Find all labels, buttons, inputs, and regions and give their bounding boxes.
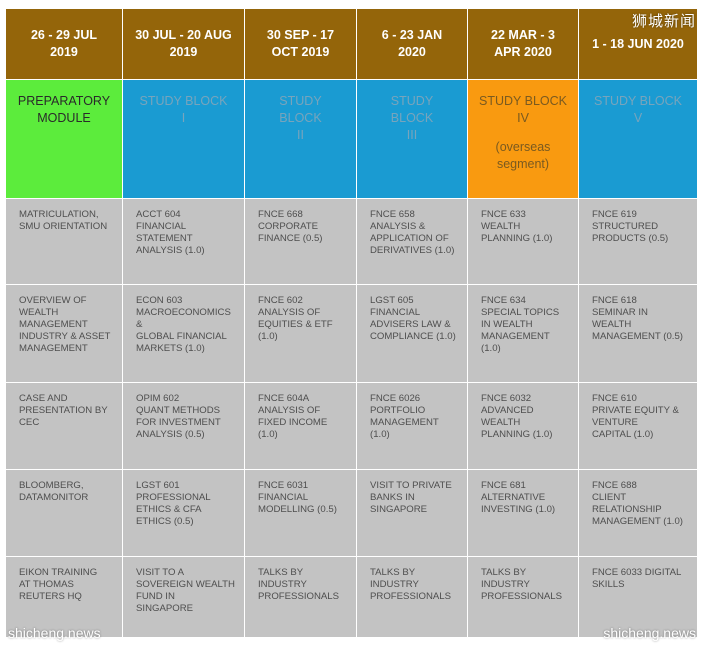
course-cell: LGST 605 FINANCIAL ADVISERS LAW & COMPLI… bbox=[357, 285, 467, 382]
course-cell: MATRICULATION, SMU ORIENTATION bbox=[6, 199, 122, 284]
course-cell: FNCE 6026 PORTFOLIO MANAGEMENT (1.0) bbox=[357, 383, 467, 469]
study-block-cell: STUDY BLOCK I bbox=[123, 80, 244, 198]
course-cell: TALKS BY INDUSTRY PROFESSIONALS bbox=[468, 557, 578, 637]
course-cell: FNCE 633 WEALTH PLANNING (1.0) bbox=[468, 199, 578, 284]
study-block-title: STUDY BLOCK II bbox=[279, 94, 322, 142]
course-cell: FNCE 610 PRIVATE EQUITY & VENTURE CAPITA… bbox=[579, 383, 697, 469]
course-cell: ECON 603 MACROECONOMICS & GLOBAL FINANCI… bbox=[123, 285, 244, 382]
course-cell: FNCE 634 SPECIAL TOPICS IN WEALTH MANAGE… bbox=[468, 285, 578, 382]
schedule-table: 26 - 29 JUL 2019 30 JUL - 20 AUG 2019 30 S… bbox=[6, 9, 697, 637]
course-cell: FNCE 668 CORPORATE FINANCE (0.5) bbox=[245, 199, 356, 284]
course-cell: OPIM 602 QUANT METHODS FOR INVESTMENT AN… bbox=[123, 383, 244, 469]
course-cell: FNCE 658 ANALYSIS & APPLICATION OF DERIV… bbox=[357, 199, 467, 284]
study-block-cell: STUDY BLOCK III bbox=[357, 80, 467, 198]
course-cell: TALKS BY INDUSTRY PROFESSIONALS bbox=[357, 557, 467, 637]
study-block-cell: STUDY BLOCK V bbox=[579, 80, 697, 198]
study-block-note: (overseas segment) bbox=[495, 140, 551, 171]
date-header-cell: 22 MAR - 3 APR 2020 bbox=[468, 9, 578, 79]
course-cell: ACCT 604 FINANCIAL STATEMENT ANALYSIS (1… bbox=[123, 199, 244, 284]
course-cell: FNCE 618 SEMINAR IN WEALTH MANAGEMENT (0… bbox=[579, 285, 697, 382]
course-cell: FNCE 6032 ADVANCED WEALTH PLANNING (1.0) bbox=[468, 383, 578, 469]
study-block-title: STUDY BLOCK IV bbox=[479, 94, 567, 125]
course-cell: BLOOMBERG, DATAMONITOR bbox=[6, 470, 122, 556]
course-cell: TALKS BY INDUSTRY PROFESSIONALS bbox=[245, 557, 356, 637]
study-block-title: PREPARATORY MODULE bbox=[17, 94, 111, 125]
study-block-title: STUDY BLOCK V bbox=[594, 94, 682, 125]
course-cell: EIKON TRAINING AT THOMAS REUTERS HQ bbox=[6, 557, 122, 637]
date-header-cell: 1 - 18 JUN 2020 bbox=[579, 9, 697, 79]
course-cell: FNCE 602 ANALYSIS OF EQUITIES & ETF (1.0… bbox=[245, 285, 356, 382]
date-header-cell: 6 - 23 JAN 2020 bbox=[357, 9, 467, 79]
study-block-title: STUDY BLOCK I bbox=[139, 94, 228, 125]
study-block-cell: STUDY BLOCK IV (overseas segment) bbox=[468, 80, 578, 198]
date-header-text: 26 - 29 JUL 2019 bbox=[30, 28, 97, 59]
course-cell: FNCE 688 CLIENT RELATIONSHIP MANAGEMENT … bbox=[579, 470, 697, 556]
course-cell: FNCE 681 ALTERNATIVE INVESTING (1.0) bbox=[468, 470, 578, 556]
watermark-bottom-left: shicheng.news bbox=[8, 625, 101, 641]
course-cell: VISIT TO PRIVATE BANKS IN SINGAPORE bbox=[357, 470, 467, 556]
study-block-title: STUDY BLOCK III bbox=[390, 94, 434, 142]
date-header-cell: 30 SEP - 17 OCT 2019 bbox=[245, 9, 356, 79]
course-cell: CASE AND PRESENTATION BY CEC bbox=[6, 383, 122, 469]
date-header-cell: 30 JUL - 20 AUG 2019 bbox=[123, 9, 244, 79]
course-cell: OVERVIEW OF WEALTH MANAGEMENT INDUSTRY &… bbox=[6, 285, 122, 382]
course-cell: FNCE 6033 DIGITAL SKILLS bbox=[579, 557, 697, 637]
watermark-top-right: 狮城新闻 bbox=[631, 12, 696, 30]
date-header-text: 1 - 18 JUN 2020 bbox=[592, 36, 684, 51]
date-header-text: 30 JUL - 20 AUG 2019 bbox=[135, 28, 232, 59]
course-cell: FNCE 619 STRUCTURED PRODUCTS (0.5) bbox=[579, 199, 697, 284]
study-block-cell: STUDY BLOCK II bbox=[245, 80, 356, 198]
date-header-text: 6 - 23 JAN 2020 bbox=[381, 28, 443, 59]
course-cell: FNCE 604A ANALYSIS OF FIXED INCOME (1.0) bbox=[245, 383, 356, 469]
course-cell: LGST 601 PROFESSIONAL ETHICS & CFA ETHIC… bbox=[123, 470, 244, 556]
study-block-cell: PREPARATORY MODULE bbox=[6, 80, 122, 198]
course-cell: VISIT TO A SOVEREIGN WEALTH FUND IN SING… bbox=[123, 557, 244, 637]
date-header-cell: 26 - 29 JUL 2019 bbox=[6, 9, 122, 79]
watermark-bottom-right: shicheng.news bbox=[603, 625, 696, 641]
course-cell: FNCE 6031 FINANCIAL MODELLING (0.5) bbox=[245, 470, 356, 556]
date-header-text: 22 MAR - 3 APR 2020 bbox=[491, 28, 555, 59]
date-header-text: 30 SEP - 17 OCT 2019 bbox=[266, 28, 335, 59]
